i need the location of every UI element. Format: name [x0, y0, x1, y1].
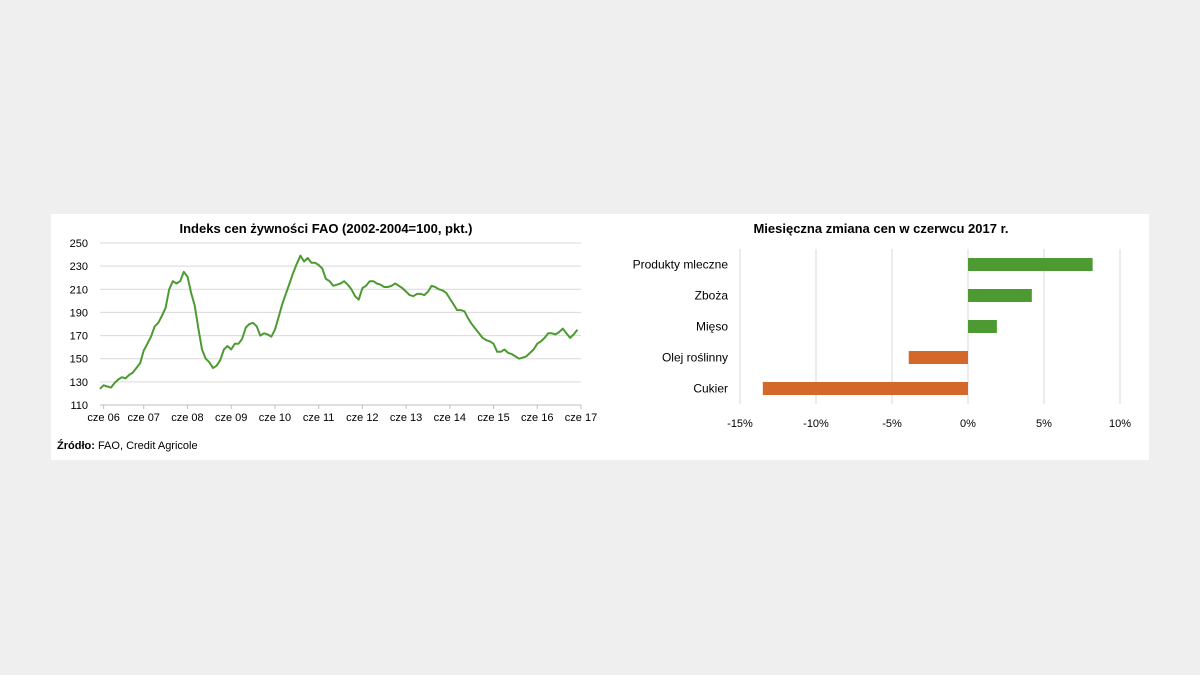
line-chart-gridlines: [100, 242, 581, 383]
line-chart-title: Indeks cen żywności FAO (2002-2004=100, …: [180, 221, 473, 236]
bar: [762, 382, 968, 395]
line-x-tick-label: cze 06: [87, 412, 119, 424]
line-y-tick-label: 190: [70, 307, 88, 319]
line-y-tick-label: 110: [70, 400, 88, 412]
line-y-tick-label: 170: [70, 331, 88, 343]
bar-category-label: Olej roślinny: [662, 351, 728, 365]
bar-chart: Miesięczna zmiana cen w czerwcu 2017 r. …: [633, 221, 1132, 430]
line-x-tick-label: cze 15: [477, 412, 509, 424]
line-x-tick-label: cze 10: [259, 412, 291, 424]
line-chart: Indeks cen żywności FAO (2002-2004=100, …: [70, 221, 598, 424]
bar-chart-bars: [762, 258, 1093, 395]
line-x-tick-label: cze 13: [390, 412, 422, 424]
source-text: FAO, Credit Agricole: [95, 440, 198, 452]
line-x-tick-label: cze 08: [171, 412, 203, 424]
line-chart-x-axis: cze 06 cze 07 cze 08 cze 09 cze 10 cze 11 cze …: [87, 404, 597, 424]
line-y-tick-label: 150: [70, 354, 88, 366]
line-y-tick-label: 250: [70, 238, 88, 250]
chart-panel: Indeks cen żywności FAO (2002-2004=100, …: [51, 214, 1149, 460]
bar-chart-gridlines: [739, 249, 1121, 404]
bar-category-label: Zboża: [695, 289, 729, 303]
bar-category-label: Mięso: [696, 320, 728, 334]
line-x-tick-label: cze 11: [303, 412, 335, 424]
bar: [968, 258, 1093, 271]
line-x-tick-label: cze 16: [521, 412, 553, 424]
bar-category-label: Cukier: [693, 382, 728, 396]
line-y-tick-label: 230: [70, 261, 88, 273]
bar-chart-x-axis: -15% -10% -5% 0% 5% 10%: [727, 418, 1131, 430]
bar-x-tick-label: -10%: [803, 418, 829, 430]
line-series-fao-index: [99, 254, 579, 390]
line-x-tick-label: cze 12: [346, 412, 378, 424]
line-x-tick-label: cze 14: [434, 412, 466, 424]
bar-x-tick-label: -15%: [727, 418, 753, 430]
bar-x-tick-label: 0%: [960, 418, 976, 430]
line-y-tick-label: 210: [70, 284, 88, 296]
line-x-tick-label: cze 07: [128, 412, 160, 424]
bar-x-tick-label: 10%: [1109, 418, 1131, 430]
charts-svg: Indeks cen żywności FAO (2002-2004=100, …: [57, 221, 1132, 452]
line-y-tick-label: 130: [70, 377, 88, 389]
source-label: Źródło:: [57, 439, 95, 452]
line-x-tick-label: cze 09: [215, 412, 247, 424]
bar-x-tick-label: 5%: [1036, 418, 1052, 430]
bar: [968, 289, 1032, 302]
line-chart-y-axis: 110 130 150 170 190 210 230 250: [70, 238, 88, 412]
bar-x-tick-label: -5%: [882, 418, 902, 430]
bar-chart-title: Miesięczna zmiana cen w czerwcu 2017 r.: [753, 221, 1008, 236]
bar-category-label: Produkty mleczne: [633, 258, 729, 272]
bar-chart-category-labels: Produkty mleczne Zboża Mięso Olej roślinny C…: [633, 258, 729, 396]
bar: [908, 351, 968, 364]
line-x-tick-label: cze 17: [565, 412, 597, 424]
bar: [968, 320, 997, 333]
source-note: Źródło: FAO, Credit Agricole: [57, 439, 198, 452]
